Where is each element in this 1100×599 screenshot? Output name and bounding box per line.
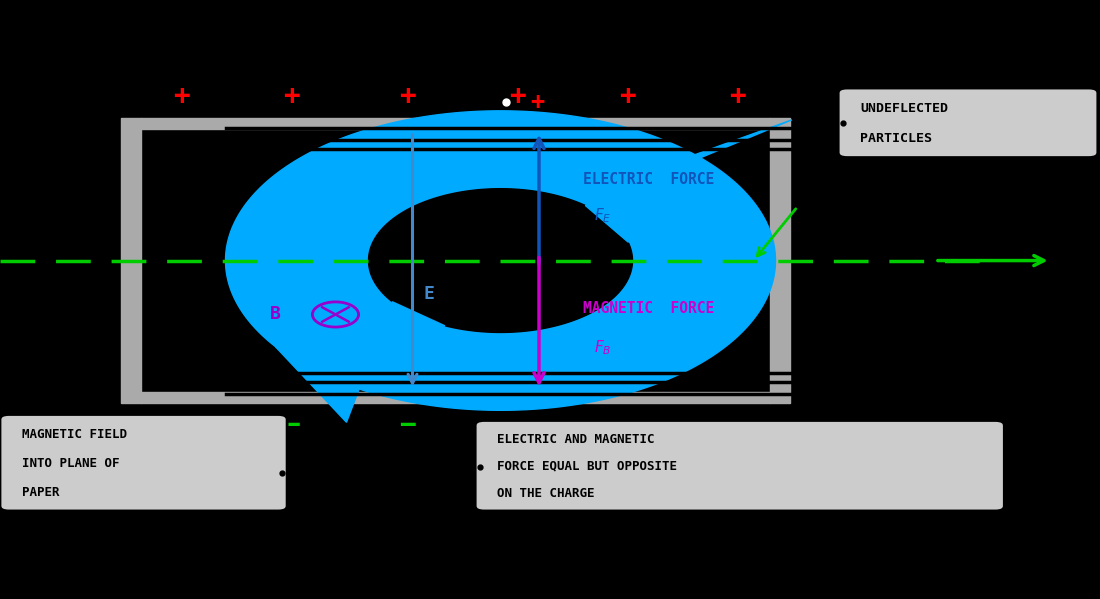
Text: $F_B$: $F_B$ [594,338,612,357]
Text: −: − [283,412,300,439]
Polygon shape [368,189,632,332]
Text: +: + [508,82,526,110]
Text: PARTICLES: PARTICLES [860,132,932,145]
Text: +: + [728,82,746,110]
Text: MAGNETIC FIELD: MAGNETIC FIELD [22,428,126,441]
Text: UNDEFLECTED: UNDEFLECTED [860,102,948,115]
Text: MAGNETIC  FORCE: MAGNETIC FORCE [583,301,714,316]
Text: −: − [618,412,636,439]
Polygon shape [585,120,792,242]
FancyBboxPatch shape [475,420,1004,511]
Text: ELECTRIC AND MAGNETIC: ELECTRIC AND MAGNETIC [497,433,654,446]
Text: +: + [173,82,190,110]
Text: ELECTRIC  FORCE: ELECTRIC FORCE [583,172,714,187]
Text: +: + [530,90,544,114]
Text: +: + [398,82,416,110]
Text: E: E [424,285,434,302]
Text: ON THE CHARGE: ON THE CHARGE [497,487,595,500]
Text: $F_E$: $F_E$ [594,206,612,225]
Text: +: + [283,82,300,110]
FancyBboxPatch shape [0,415,287,511]
FancyBboxPatch shape [838,88,1098,158]
Polygon shape [226,111,776,410]
Text: −: − [398,412,416,439]
Polygon shape [275,302,444,422]
Text: −: − [173,412,190,439]
Text: PAPER: PAPER [22,486,59,499]
Text: −: − [508,412,526,439]
Text: FORCE EQUAL BUT OPPOSITE: FORCE EQUAL BUT OPPOSITE [497,460,678,473]
Text: −: − [728,412,746,439]
Text: INTO PLANE OF: INTO PLANE OF [22,457,120,470]
Text: +: + [618,82,636,110]
Text: B: B [270,305,280,323]
